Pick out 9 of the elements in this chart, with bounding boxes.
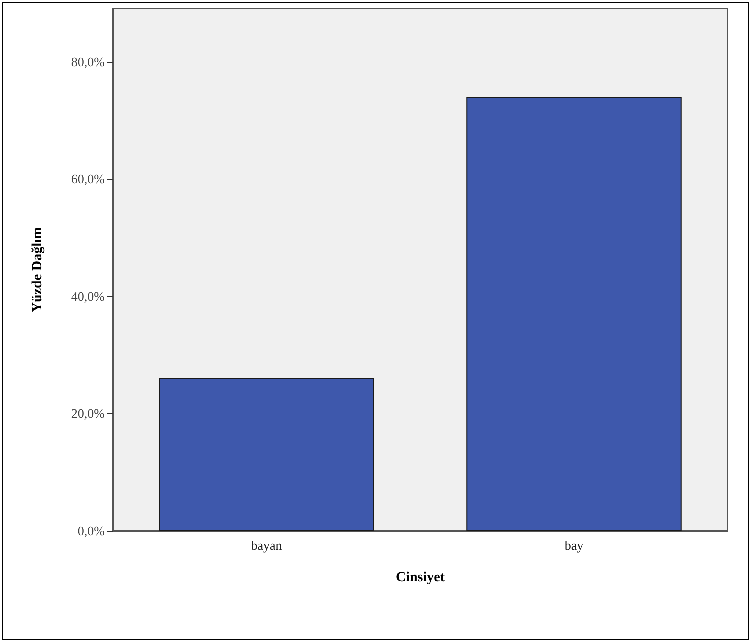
- y-tick-label: 40,0%: [71, 288, 106, 304]
- x-tick-label: bayan: [251, 538, 283, 553]
- y-tick-label: 60,0%: [71, 172, 106, 187]
- y-tick-label: 80,0%: [71, 54, 106, 70]
- y-tick-label: 20,0%: [71, 406, 106, 422]
- x-tick-label: bay: [564, 538, 584, 553]
- y-tick-label: 0,0%: [78, 524, 106, 538]
- y-axis-title: Yüzde Dağlım: [30, 227, 46, 313]
- x-axis-title: Cinsiyet: [396, 570, 446, 586]
